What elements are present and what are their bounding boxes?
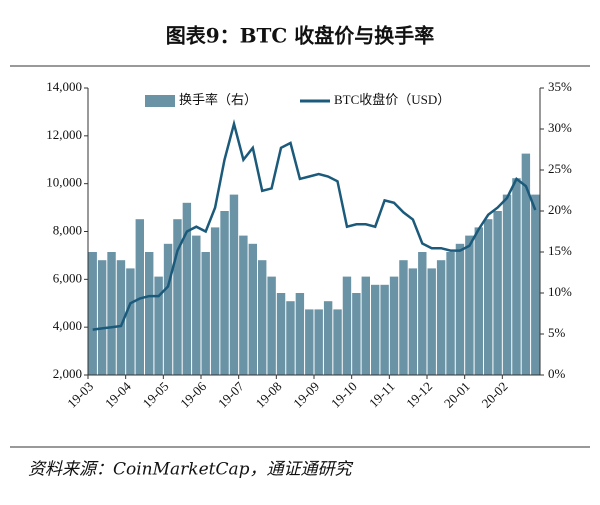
y2-tick-label: 20% — [548, 202, 572, 217]
bar — [135, 219, 144, 375]
legend-label: 换手率（右） — [179, 92, 257, 107]
bar — [295, 293, 305, 375]
bar — [455, 243, 465, 375]
y-tick-label: 6,000 — [53, 270, 82, 285]
bar — [389, 276, 399, 375]
bar — [465, 235, 474, 375]
bar — [154, 276, 163, 375]
y-tick-label: 12,000 — [46, 127, 82, 142]
source: 资料来源：CoinMarketCap，通证通研究 — [28, 460, 354, 480]
x-tick-label: 19-06 — [177, 378, 209, 410]
bar — [210, 227, 220, 375]
bar — [107, 252, 116, 375]
bar — [182, 202, 192, 375]
bar — [201, 252, 210, 375]
y-tick-label: 14,000 — [46, 79, 82, 94]
bar — [418, 252, 427, 375]
x-tick-label: 19-10 — [328, 379, 360, 411]
bar — [512, 178, 521, 375]
bar — [88, 252, 97, 375]
bar — [97, 260, 107, 375]
x-tick-label: 19-04 — [102, 378, 134, 410]
bar — [342, 276, 352, 375]
bar — [239, 235, 248, 375]
y2-tick-label: 25% — [548, 161, 572, 176]
bar — [258, 260, 267, 375]
bar — [446, 252, 455, 375]
y-tick-label: 10,000 — [46, 175, 82, 190]
bar — [305, 309, 314, 375]
chart-title: 图表9：BTC 收盘价与换手率 — [166, 24, 435, 48]
bar — [333, 309, 342, 375]
bar — [531, 194, 540, 375]
x-tick-label: 19-03 — [64, 379, 96, 411]
y-tick-label: 8,000 — [53, 222, 82, 237]
bar — [493, 211, 502, 375]
bar — [220, 211, 229, 375]
bar — [314, 309, 323, 375]
y-tick-label: 2,000 — [53, 366, 82, 381]
bar — [371, 284, 380, 375]
bar — [286, 301, 295, 375]
y2-tick-label: 30% — [548, 120, 572, 135]
bar — [163, 243, 173, 375]
bar — [436, 260, 446, 375]
bar — [126, 268, 135, 375]
y2-tick-label: 5% — [548, 325, 566, 340]
bar — [248, 243, 257, 375]
bar — [323, 301, 333, 375]
bar — [380, 284, 389, 375]
bar — [521, 153, 531, 375]
y-tick-label: 4,000 — [53, 318, 82, 333]
x-tick-label: 19-11 — [366, 379, 398, 411]
y2-tick-label: 10% — [548, 284, 572, 299]
bar — [145, 252, 154, 375]
bar — [484, 219, 493, 375]
x-tick-label: 19-05 — [140, 379, 172, 411]
legend-label: BTC收盘价（USD） — [334, 92, 450, 107]
x-tick-label: 20-02 — [479, 379, 511, 411]
x-tick-label: 19-12 — [403, 379, 435, 411]
bar — [502, 194, 512, 375]
x-tick-label: 19-09 — [290, 379, 322, 411]
bar — [352, 293, 361, 375]
x-tick-label: 20-01 — [441, 379, 473, 411]
bar — [173, 219, 182, 375]
bar — [276, 293, 286, 375]
bar — [474, 227, 483, 375]
x-tick-label: 19-08 — [253, 379, 285, 411]
bar — [229, 194, 239, 375]
bar — [399, 260, 408, 375]
bar — [361, 276, 370, 375]
bar — [408, 268, 418, 375]
legend-swatch — [145, 95, 175, 107]
bar — [116, 260, 126, 375]
y2-tick-label: 35% — [548, 79, 572, 94]
y2-tick-label: 15% — [548, 243, 572, 258]
y2-tick-label: 0% — [548, 366, 566, 381]
x-tick-label: 19-07 — [215, 378, 247, 410]
bar — [267, 276, 276, 375]
bar — [427, 268, 436, 375]
bar — [192, 235, 201, 375]
price-line — [92, 118, 537, 331]
